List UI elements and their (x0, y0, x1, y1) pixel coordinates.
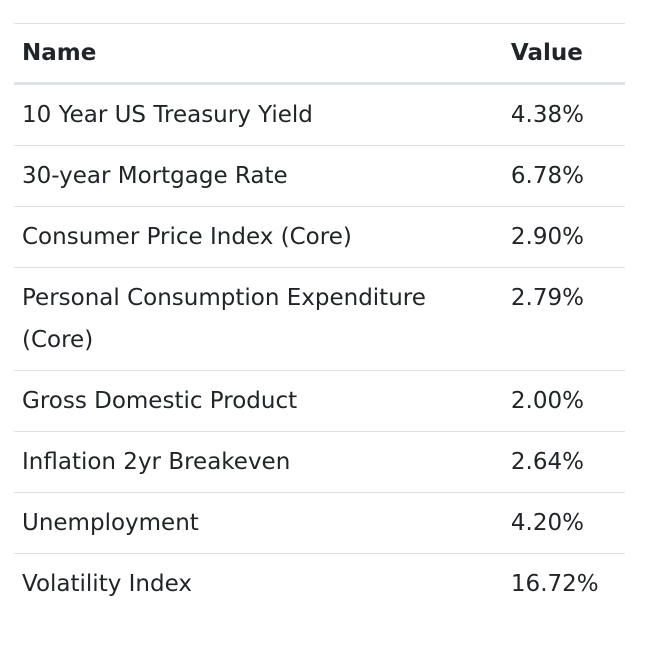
economic-indicators-table: Name Value 10 Year US Treasury Yield 4.3… (14, 23, 625, 614)
table-row: Unemployment 4.20% (14, 492, 625, 554)
table-row: Gross Domestic Product 2.00% (14, 370, 625, 432)
indicator-value: 2.00% (502, 370, 625, 432)
indicator-value: 2.90% (502, 206, 625, 268)
table-row: 30-year Mortgage Rate 6.78% (14, 145, 625, 207)
indicator-value: 2.64% (502, 431, 625, 493)
header-row: Name Value (14, 23, 625, 85)
indicator-name: Inflation 2yr Breakeven (14, 431, 503, 493)
indicator-name: Volatility Index (22, 571, 192, 597)
indicator-name: 10 Year US Treasury Yield (14, 83, 503, 146)
table-body: 10 Year US Treasury Yield 4.38% 30-year … (14, 83, 625, 615)
indicator-value: 6.78% (502, 145, 625, 207)
indicator-value: 16.72% (510, 571, 599, 597)
economic-indicators-table-container: Name Value 10 Year US Treasury Yield 4.3… (14, 23, 625, 614)
table-row: Personal Consumption Expenditure (Core) … (14, 267, 625, 371)
indicator-value: 4.38% (502, 83, 625, 146)
table-row: Volatility Index 16.72% (14, 554, 625, 615)
indicator-name: Unemployment (14, 492, 503, 554)
table-header: Name Value (14, 23, 625, 85)
indicator-name: 30-year Mortgage Rate (14, 145, 503, 207)
table-row: Inflation 2yr Breakeven 2.64% (14, 431, 625, 493)
table-row: Consumer Price Index (Core) 2.90% (14, 206, 625, 268)
value-column-header: Value (502, 23, 625, 85)
indicator-name: Personal Consumption Expenditure (Core) (14, 267, 503, 371)
indicator-name: Consumer Price Index (Core) (14, 206, 503, 268)
table-row: 10 Year US Treasury Yield 4.38% (14, 83, 625, 146)
name-column-header: Name (14, 23, 503, 85)
indicator-name: Gross Domestic Product (14, 370, 503, 432)
indicator-value: 2.79% (502, 267, 625, 371)
indicator-value: 4.20% (502, 492, 625, 554)
